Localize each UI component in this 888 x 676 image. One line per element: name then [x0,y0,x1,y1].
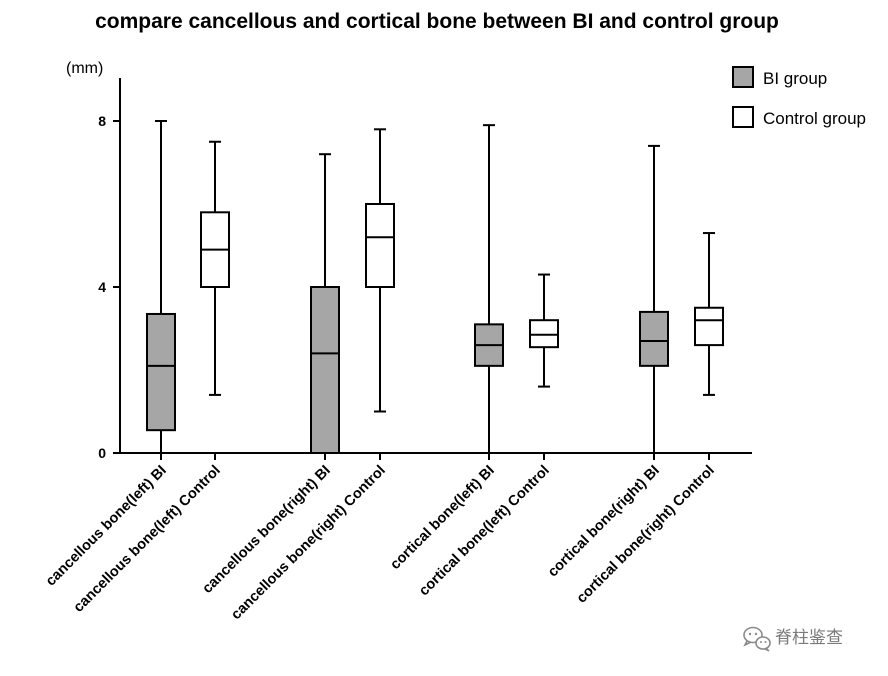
y-axis-unit-label: (mm) [66,60,103,77]
y-axis-ticks: 0 4 8 [98,113,120,461]
legend: BI group Control group [732,66,866,128]
box-4 [365,128,395,413]
box-8 [694,232,724,396]
box-iqr [694,306,724,347]
legend-swatch [732,66,754,88]
x-category-label: cortical bone(right) BI [545,463,663,581]
x-category-label: cortical bone(left) BI [387,463,497,573]
box-6 [529,273,559,388]
watermark-text: 脊柱鉴查 [775,628,843,648]
legend-label: Control group [763,109,866,128]
box-iqr [639,310,669,367]
legend-swatch [732,106,754,128]
y-tick-label: 4 [98,279,106,295]
box-iqr [529,319,559,349]
box-series [146,120,724,454]
box-5 [474,124,504,454]
y-tick-label: 8 [98,113,106,129]
box-7 [639,144,669,454]
y-tick-label: 0 [98,445,106,461]
box-1 [146,120,176,454]
box-iqr [146,312,176,432]
box-3 [310,153,340,454]
box-2 [200,140,230,396]
wechat-logo-icon [743,626,771,652]
legend-label: BI group [763,69,827,88]
watermark: 脊柱鉴查 [743,626,843,652]
box-iqr [365,203,395,288]
box-iqr [310,286,340,454]
chart-title: compare cancellous and cortical bone bet… [95,10,779,33]
